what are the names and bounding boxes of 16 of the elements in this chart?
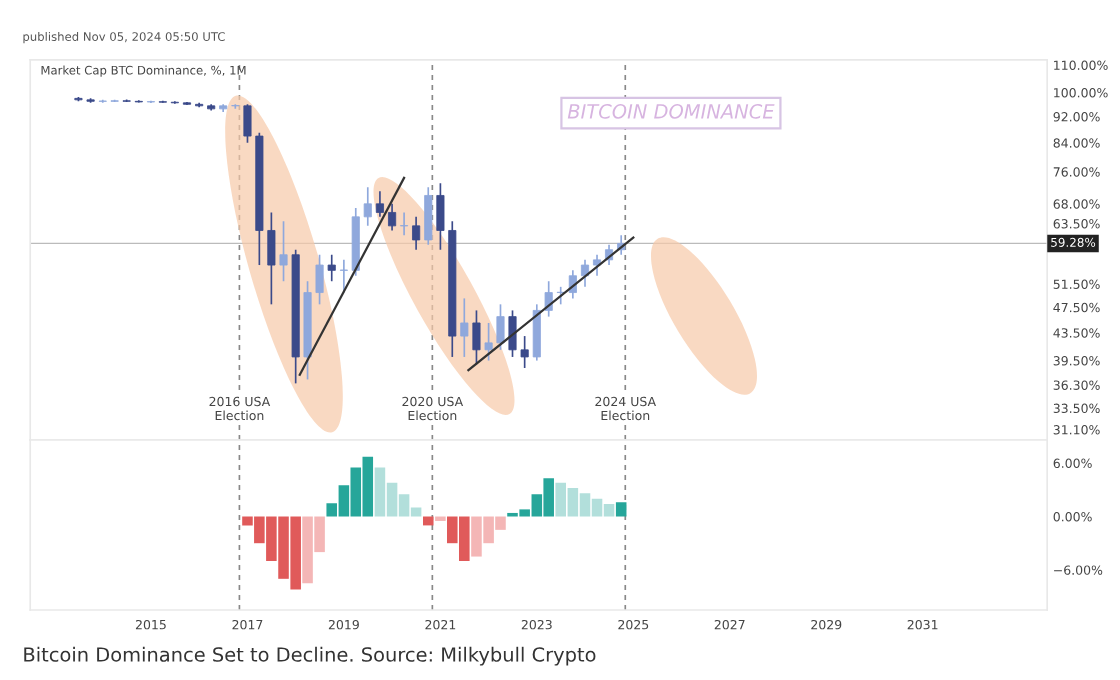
candlestick — [400, 211, 409, 237]
annotation: BITCOIN DOMINANCE — [567, 103, 775, 119]
candlestick — [412, 216, 421, 251]
candlestick — [472, 309, 481, 366]
candlestick — [327, 253, 336, 283]
text: Bitcoin Dominance Set to Decline. Source: Milkybull Crypto — [24, 646, 596, 666]
bar — [615, 502, 627, 517]
candlestick — [388, 202, 397, 232]
candlestick — [279, 220, 288, 283]
candlestick — [375, 190, 384, 218]
bar — [422, 516, 434, 526]
candlestick — [580, 259, 590, 288]
candlestick — [592, 253, 602, 277]
candlestick — [231, 103, 240, 110]
candlestick — [424, 186, 433, 246]
candlestick — [460, 297, 469, 358]
